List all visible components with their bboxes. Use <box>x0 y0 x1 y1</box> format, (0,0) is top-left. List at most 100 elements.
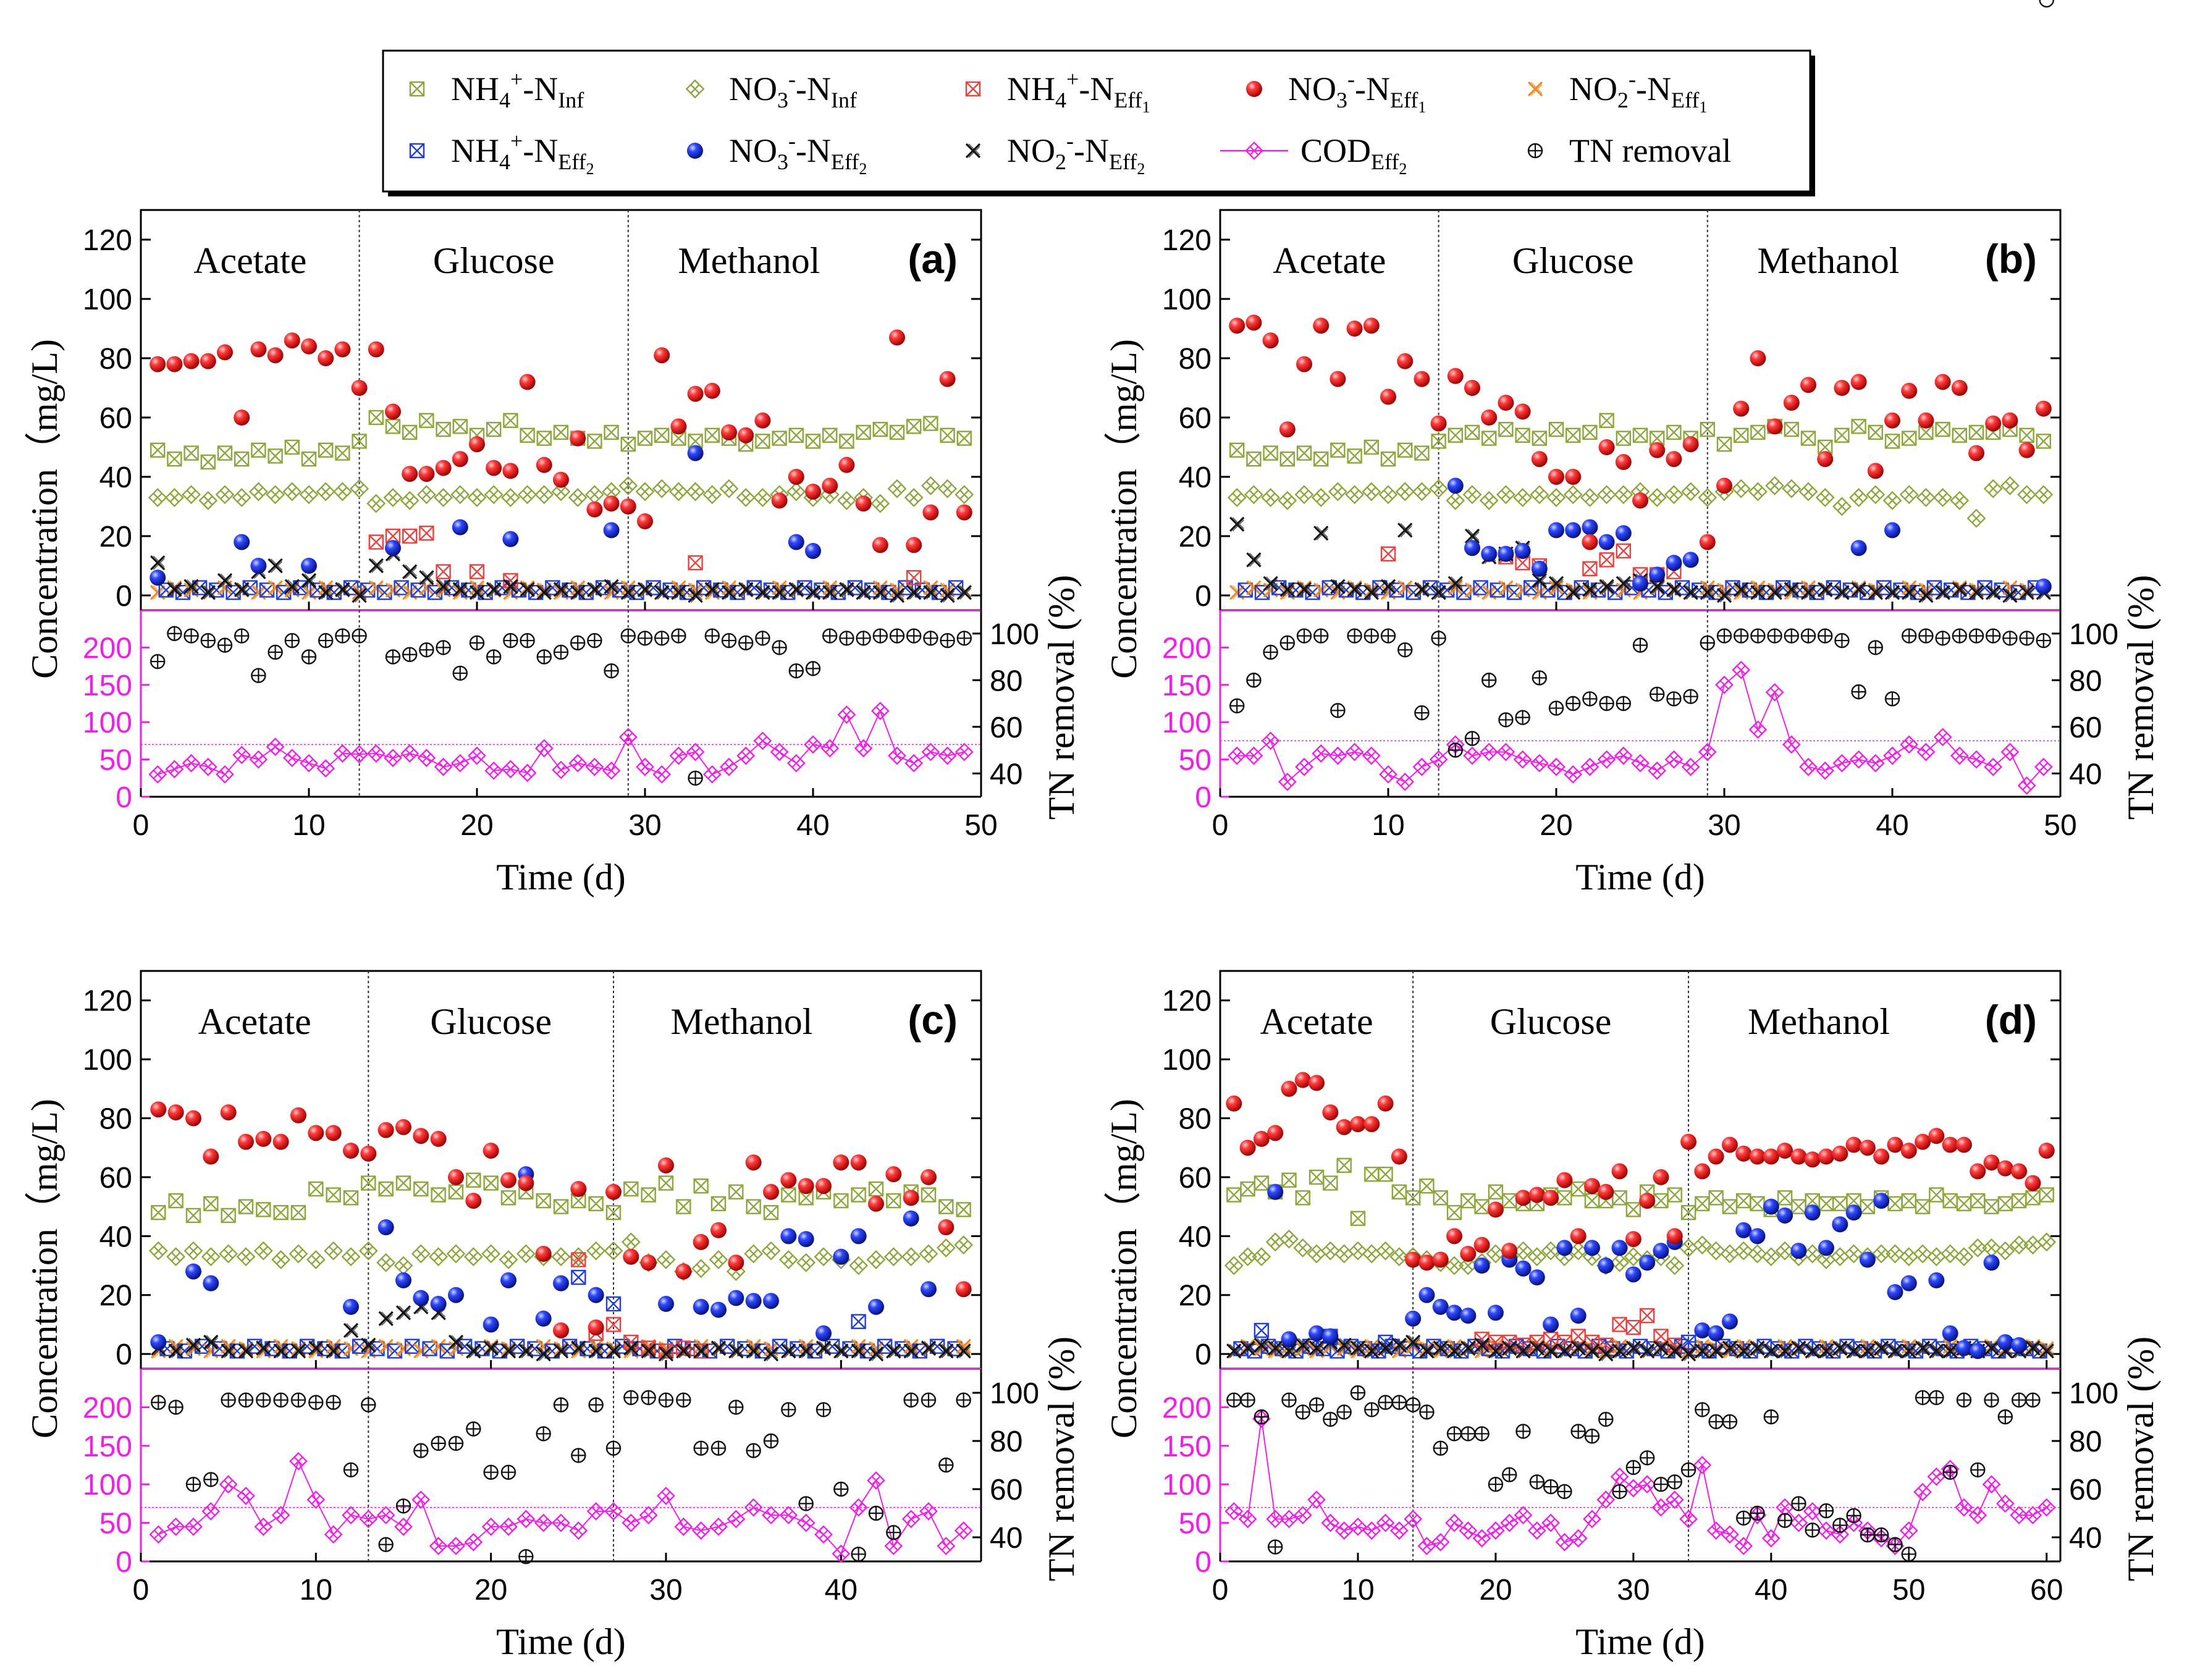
no3-eff1-point <box>922 504 939 521</box>
no3-eff1-point <box>640 1254 657 1271</box>
nh4-inf-point <box>1733 427 1749 443</box>
tn-removal-point <box>1464 731 1480 746</box>
no3-eff1-point <box>710 1222 727 1238</box>
no3-eff1-point <box>1783 395 1800 411</box>
nh4-eff1-point <box>436 564 451 579</box>
no3-eff1-point <box>1850 374 1867 390</box>
tn-removal-point <box>1985 628 2001 644</box>
no2-eff2-point <box>822 585 838 600</box>
legend-label: NO3--NInf <box>729 67 857 112</box>
tn-removal-point <box>856 631 871 646</box>
nh4-eff1-point <box>1612 1317 1627 1332</box>
x-tick-label: 20 <box>460 809 493 842</box>
tn-removal-point <box>1405 1397 1421 1413</box>
right-axis-label: TN removal (%) <box>2120 575 2161 820</box>
no3-eff2-point <box>1942 1325 1958 1342</box>
no3-eff1-point <box>1447 368 1464 384</box>
no3-eff1-point <box>1226 1095 1242 1112</box>
bottom-y-tick-label: 150 <box>1162 670 1212 702</box>
right-y-tick-label: 60 <box>2069 712 2102 744</box>
no3-inf-point <box>1610 1253 1630 1272</box>
tn-removal-point <box>1733 628 1749 644</box>
no3-eff1-point <box>2011 1163 2028 1180</box>
tn-removal-point <box>1612 1484 1627 1500</box>
no3-inf-point <box>586 1241 606 1261</box>
no3-eff1-point <box>1985 415 2002 432</box>
no3-eff1-point <box>166 356 183 372</box>
no3-inf-point <box>904 488 924 508</box>
legend-entry-tn_removal: TN removal <box>1527 132 1731 169</box>
no3-eff2-point <box>1708 1325 1724 1342</box>
bottom-y-tick-label: 200 <box>1162 1392 1212 1424</box>
no2-eff2-point <box>419 570 434 586</box>
cod-point <box>832 1544 851 1563</box>
bottom-plot-data <box>1220 0 2060 1562</box>
no3-inf-point <box>1664 485 1684 505</box>
no3-eff1-point <box>1749 1148 1766 1165</box>
no3-eff2-point <box>1446 1304 1463 1321</box>
no3-inf-point <box>1261 488 1281 508</box>
no3-eff2-point <box>203 1275 219 1292</box>
cod-point <box>1614 746 1633 765</box>
tn-removal-point <box>704 628 720 644</box>
legend-label: CODEff2 <box>1300 132 1407 178</box>
top-y-tick-label: 0 <box>1195 580 1212 613</box>
nh4-inf-point <box>940 427 955 443</box>
no3-eff2-point <box>1611 1240 1628 1256</box>
no3-eff2-point <box>2035 578 2052 595</box>
nh4-inf-point <box>605 1204 622 1220</box>
no2-eff2-point <box>1736 1343 1751 1359</box>
right-y-tick-label: 100 <box>990 1377 1039 1410</box>
tn-removal-point <box>923 631 938 646</box>
cod-point <box>585 757 604 776</box>
tn-removal-point <box>1722 1414 1738 1430</box>
nh4-inf-point <box>500 1190 516 1206</box>
nh4-inf-point <box>1281 1172 1297 1188</box>
no3-inf-point <box>248 482 268 502</box>
no2-eff2-point <box>1915 1340 1931 1356</box>
right-y-tick-label: 80 <box>990 665 1022 697</box>
no3-eff1-point <box>385 403 401 420</box>
no3-inf-point <box>1563 485 1583 505</box>
no2-eff2-point <box>906 585 922 600</box>
nh4-eff2-point <box>605 1296 622 1312</box>
nh4-inf-point <box>1548 422 1564 437</box>
no3-eff1-point <box>906 537 922 553</box>
no3-eff1-point <box>1611 1163 1628 1180</box>
legend-label: NH4+-NEff2 <box>451 128 594 178</box>
no3-inf-point <box>921 476 940 495</box>
no3-inf-point <box>1665 1256 1685 1275</box>
tn-removal-point <box>1279 635 1296 651</box>
x-tick-label: 20 <box>1540 809 1572 842</box>
nh4-inf-point <box>1800 430 1816 446</box>
x-tick-label: 50 <box>1892 1574 1925 1606</box>
no2-eff2-point <box>1502 1340 1517 1356</box>
tn-removal-point <box>1599 695 1614 712</box>
no3-eff1-point <box>1955 1136 1972 1153</box>
legend-label: NO2--NEff1 <box>1569 67 1707 116</box>
no3-eff1-point <box>1253 1130 1270 1147</box>
no3-eff1-point <box>1279 421 1296 438</box>
no3-inf-point <box>499 1250 518 1269</box>
cod-point <box>1463 746 1481 765</box>
no3-eff1-point <box>325 1125 342 1141</box>
legend-entry-no3_inf: NO3--NInf <box>685 67 857 112</box>
cod-point <box>350 745 369 764</box>
nh4-inf-point <box>1851 419 1866 434</box>
cod-point <box>1527 1521 1546 1540</box>
no3-inf-point <box>1844 1244 1864 1264</box>
x-tick-label: 30 <box>1708 809 1740 842</box>
nh4-inf-point <box>290 1204 306 1220</box>
tn-removal-point <box>448 1435 464 1451</box>
no2-eff2-point <box>361 1337 376 1353</box>
no3-eff2-point <box>1405 1310 1422 1327</box>
no2-eff2-point <box>2019 585 2034 600</box>
no3-inf-point <box>604 1241 623 1261</box>
no2-eff2-point <box>1380 579 1396 594</box>
no2-eff2-point <box>448 1334 464 1350</box>
nh4-inf-point <box>620 437 636 452</box>
no3-eff1-point <box>1528 1186 1545 1203</box>
no2-eff2-point <box>284 579 300 594</box>
nh4-inf-point <box>167 452 182 467</box>
tn-removal-point <box>1543 1479 1559 1495</box>
